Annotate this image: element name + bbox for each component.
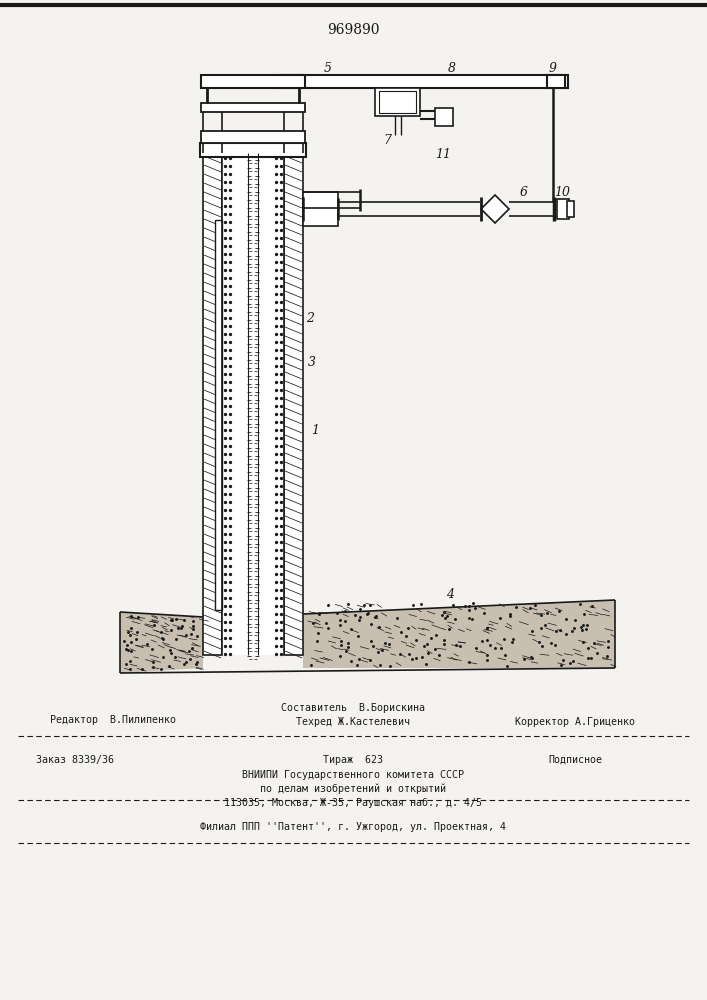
Bar (201, 131, 305, 143)
Text: 1: 1 (311, 424, 319, 436)
Text: 5: 5 (324, 62, 332, 75)
Text: 7: 7 (383, 133, 391, 146)
Text: Заказ 8339/36: Заказ 8339/36 (36, 755, 114, 765)
Bar (303, 192, 338, 226)
Bar (203, 153, 222, 655)
Text: Тираж  623: Тираж 623 (323, 755, 383, 765)
Bar (284, 153, 303, 655)
Text: Редактор  В.Пилипенко: Редактор В.Пилипенко (50, 715, 176, 725)
Bar (201, 75, 305, 88)
Text: Филиал ППП ''Патент'', г. Ужгород, ул. Проектная, 4: Филиал ППП ''Патент'', г. Ужгород, ул. П… (200, 822, 506, 832)
Bar (222, 153, 284, 655)
Bar (567, 201, 574, 217)
Bar (375, 88, 420, 116)
Bar (547, 75, 565, 88)
Text: 3: 3 (308, 356, 316, 368)
Text: 9: 9 (549, 62, 557, 75)
Text: 4: 4 (446, 588, 454, 601)
Text: 6: 6 (520, 186, 528, 200)
Polygon shape (481, 195, 509, 223)
Text: 969890: 969890 (327, 23, 379, 37)
Text: Корректор А.Гриценко: Корректор А.Гриценко (515, 717, 635, 727)
Bar (200, 143, 306, 157)
Text: 11: 11 (435, 148, 451, 161)
Text: по делам изобретений и открытий: по делам изобретений и открытий (260, 784, 446, 794)
Text: Техред Ж.Кастелевич: Техред Ж.Кастелевич (296, 717, 410, 727)
Bar (201, 103, 305, 112)
Bar (278, 75, 568, 88)
Text: ВНИИПИ Государственного комитета СССР: ВНИИПИ Государственного комитета СССР (242, 770, 464, 780)
Text: Подписное: Подписное (548, 755, 602, 765)
Polygon shape (303, 600, 615, 668)
Text: 10: 10 (554, 186, 570, 200)
Text: 113035, Москва, Ж-35, Раушская наб., д. 4/5: 113035, Москва, Ж-35, Раушская наб., д. … (224, 798, 482, 808)
Bar (557, 199, 569, 219)
Text: 8: 8 (448, 62, 456, 75)
Bar (379, 91, 416, 113)
Text: 2: 2 (306, 312, 314, 324)
Text: Составитель  В.Борискина: Составитель В.Борискина (281, 703, 425, 713)
Bar (435, 108, 453, 126)
Polygon shape (120, 612, 203, 673)
Bar (215, 220, 222, 610)
